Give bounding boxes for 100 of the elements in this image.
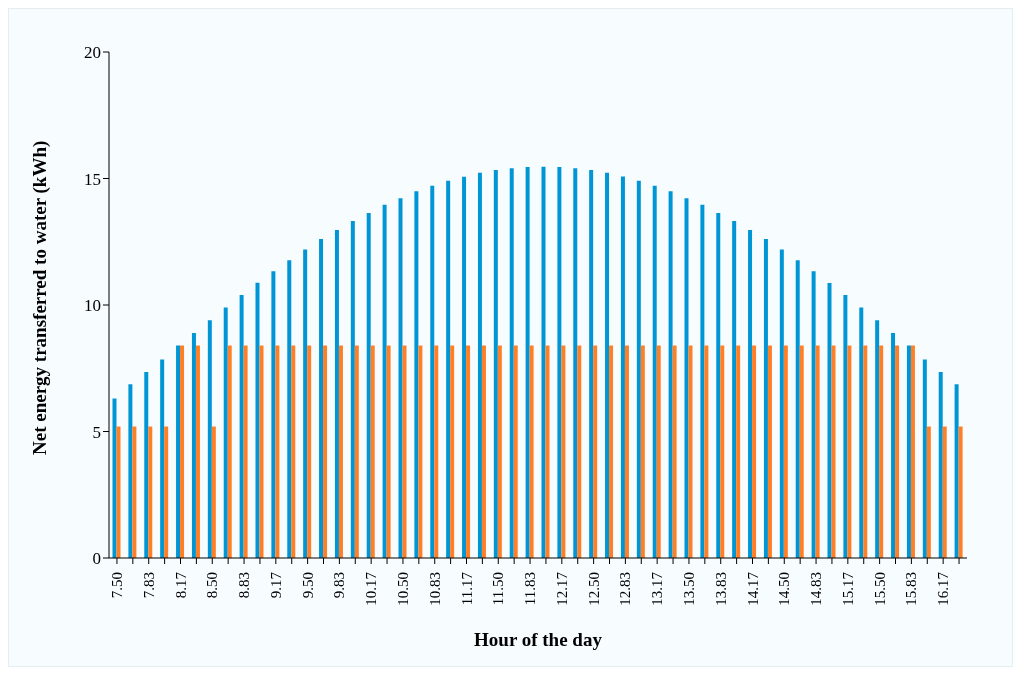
bar [589, 169, 594, 558]
bar [446, 180, 451, 558]
bar [954, 384, 959, 558]
bar [275, 345, 280, 558]
bar [195, 345, 200, 558]
bar [227, 345, 232, 558]
bar [259, 345, 264, 558]
bar [481, 345, 486, 558]
bar [783, 345, 788, 558]
bar [609, 345, 614, 558]
bar [863, 345, 868, 558]
bar [593, 345, 598, 558]
bar [557, 167, 562, 558]
bar [370, 345, 375, 558]
x-tick-label: 9.50 [299, 572, 316, 599]
bar [704, 345, 709, 558]
x-tick-label: 9.83 [331, 572, 348, 599]
bar [668, 191, 673, 558]
bar [239, 294, 244, 558]
bar [303, 249, 308, 558]
bar [418, 345, 423, 558]
bar [132, 426, 137, 558]
x-tick-label: 15.17 [839, 571, 856, 606]
x-tick-label: 10.50 [394, 572, 411, 606]
bar [334, 230, 339, 558]
y-tick-label: 10 [84, 296, 101, 316]
x-axis-title: Hour of the day [474, 629, 603, 650]
bar [831, 345, 836, 558]
y-tick-label: 0 [92, 549, 101, 569]
x-tick-label: 8.83 [236, 572, 253, 599]
bar [207, 320, 212, 558]
bar [287, 260, 292, 558]
x-tick-label: 13.83 [712, 572, 729, 606]
bar [640, 345, 645, 558]
bar [815, 345, 820, 558]
x-tick-label: 13.50 [680, 572, 697, 606]
bar [720, 345, 725, 558]
bar [922, 359, 927, 558]
bar [525, 167, 530, 558]
bar [605, 172, 610, 558]
x-tick-label: 12.17 [553, 571, 570, 606]
bar [942, 426, 947, 558]
x-tick-label: 15.83 [903, 572, 920, 606]
bar [434, 345, 439, 558]
bar [354, 345, 359, 558]
bar [223, 307, 228, 558]
bar [148, 426, 153, 558]
bar [624, 345, 629, 558]
x-tick-label: 12.50 [585, 572, 602, 606]
x-tick-label: 15.50 [871, 572, 888, 606]
bar [307, 345, 312, 558]
bar [891, 333, 896, 558]
bar [561, 345, 566, 558]
bar [688, 345, 693, 558]
bar [211, 426, 216, 558]
x-tick-label: 7.83 [140, 572, 157, 599]
bar [191, 333, 196, 558]
bar [243, 345, 248, 558]
x-tick-label: 9.17 [267, 571, 284, 599]
x-tick-label: 13.17 [649, 571, 666, 606]
x-tick-label: 10.17 [363, 571, 380, 606]
bar [799, 345, 804, 558]
bar [795, 260, 800, 558]
bar [116, 426, 121, 558]
y-axis-title: Net energy transferred to water (kWh) [28, 140, 51, 455]
bar [620, 176, 625, 558]
bar [684, 198, 689, 558]
x-tick-label: 11.83 [522, 572, 539, 606]
y-tick-label: 20 [84, 43, 101, 63]
bar [545, 345, 550, 558]
bar [716, 212, 721, 558]
bar [164, 426, 169, 558]
x-tick-label: 14.17 [744, 571, 761, 606]
bar [906, 345, 911, 558]
bar [291, 345, 296, 558]
bar [672, 345, 677, 558]
bar [938, 372, 943, 558]
bar [577, 345, 582, 558]
bar [779, 249, 784, 558]
bar [271, 271, 276, 558]
bar [748, 230, 753, 558]
bar [811, 271, 816, 558]
bar [732, 221, 737, 558]
bar [350, 221, 355, 558]
bar [827, 282, 832, 558]
bar [255, 282, 260, 558]
bar [430, 185, 435, 558]
bar [958, 426, 963, 558]
bar [910, 345, 915, 558]
bar [366, 212, 371, 558]
bar [652, 185, 657, 558]
bar [180, 345, 185, 558]
bar [926, 426, 931, 558]
bar [160, 359, 165, 558]
bar [466, 345, 471, 558]
x-tick-label: 7.50 [108, 572, 125, 599]
bar [700, 204, 705, 558]
bar [414, 191, 419, 558]
x-tick-label: 10.83 [426, 572, 443, 606]
bar [402, 345, 407, 558]
